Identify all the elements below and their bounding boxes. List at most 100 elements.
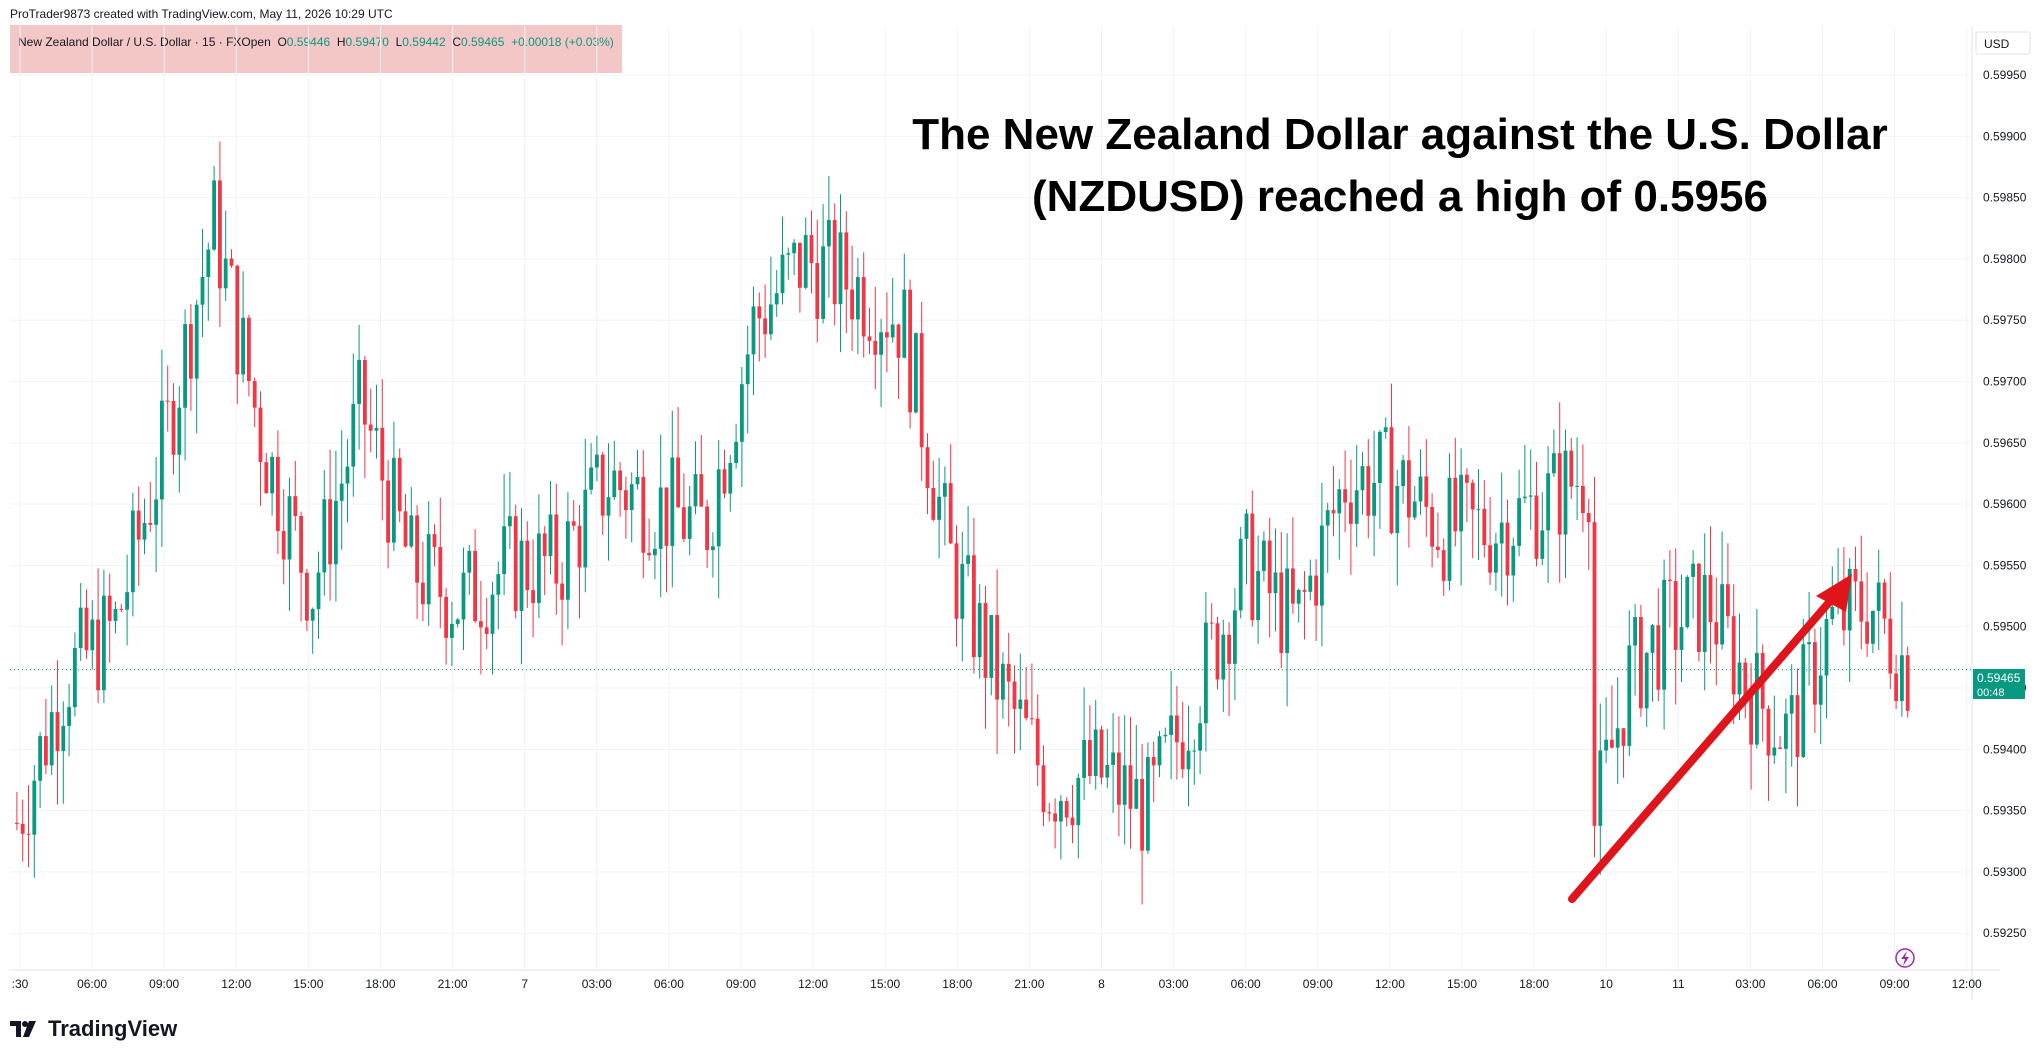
time-tick-label: 10: [1600, 977, 1614, 991]
candle-body: [1279, 572, 1284, 654]
candle-body: [189, 324, 193, 379]
time-tick-label: 12:00: [1375, 977, 1405, 991]
annotation-text: The New Zealand Dollar against the U.S. …: [900, 104, 1900, 228]
time-tick-label: 09:00: [149, 977, 179, 991]
candle-body: [769, 304, 773, 335]
candle-body: [1818, 675, 1823, 705]
candle-body: [751, 306, 756, 355]
candle-body: [1157, 736, 1162, 766]
candle-body: [583, 489, 588, 568]
price-tick-label: 0.59900: [1983, 129, 2027, 143]
candle-body: [1053, 813, 1057, 822]
candle-body: [687, 506, 692, 539]
candle-body: [44, 736, 48, 766]
candle-body: [647, 552, 651, 556]
candle-body: [1853, 568, 1858, 582]
candle-body: [1482, 508, 1487, 546]
close-key: C: [452, 35, 461, 49]
currency-badge[interactable]: [1975, 31, 2031, 55]
candle-body: [177, 407, 182, 455]
candle-body: [1424, 476, 1429, 507]
candle-body: [780, 254, 785, 294]
candle-body: [1221, 634, 1226, 680]
candle-body: [1650, 625, 1655, 653]
candle-body: [885, 332, 889, 338]
candle-body: [32, 780, 37, 835]
candle-body: [1847, 568, 1852, 631]
candle-body: [1552, 453, 1556, 474]
candle-body: [1871, 610, 1875, 644]
time-tick-label: 06:00: [77, 977, 107, 991]
time-tick-label: 7: [521, 977, 528, 991]
candle-body: [1447, 477, 1452, 581]
candle-body: [1267, 540, 1272, 594]
lightning-icon[interactable]: [1895, 948, 1915, 968]
candle-body: [896, 324, 901, 358]
candle-body: [821, 246, 825, 319]
tradingview-logo-icon: [10, 1021, 36, 1037]
time-tick-label: 18:00: [365, 977, 395, 991]
candle-body: [1418, 476, 1423, 502]
candle-body: [1395, 486, 1400, 534]
candle-body: [948, 483, 953, 544]
candle-body: [1372, 482, 1376, 516]
candle-body: [305, 572, 309, 621]
low-value: 0.59442: [402, 35, 446, 49]
candle-body: [496, 574, 501, 595]
candle-body: [1047, 812, 1052, 814]
symbol-label[interactable]: New Zealand Dollar / U.S. Dollar · 15 · …: [18, 35, 271, 49]
candle-body: [1581, 485, 1585, 514]
candle-body: [1685, 576, 1690, 628]
candle-body: [861, 277, 866, 337]
price-tick-label: 0.59550: [1983, 558, 2027, 572]
tradingview-brand[interactable]: TradingView: [10, 1016, 177, 1042]
candle-body: [1702, 574, 1707, 652]
candle-body: [774, 293, 779, 305]
candle-body: [229, 258, 234, 266]
candle-body: [1186, 750, 1191, 770]
candle-body: [421, 582, 425, 605]
candle-body: [90, 619, 95, 651]
candle-body: [1465, 474, 1469, 483]
candle-body: [1894, 673, 1898, 702]
candle-body: [653, 548, 657, 556]
candle-body: [1238, 538, 1243, 611]
time-tick-label: 09:00: [726, 977, 756, 991]
candle-body: [1633, 617, 1637, 646]
time-axis[interactable]: :30 06:00 09:00 12:00 15:00 18:00 21:00 7 03:00 0…: [12, 977, 1982, 991]
candle-body: [989, 615, 994, 678]
candle-body: [1720, 584, 1724, 645]
candle-body: [1111, 752, 1115, 765]
ohlc-legend: New Zealand Dollar / U.S. Dollar · 15 · …: [10, 25, 622, 73]
price-axis[interactable]: 0.59950 0.59900 0.59850 0.59800 0.59750 0.597…: [1983, 68, 2027, 940]
candle-body: [1436, 546, 1440, 551]
price-tick-label: 0.59850: [1983, 191, 2027, 205]
candle-body: [1789, 695, 1794, 714]
candle-body: [374, 427, 379, 431]
candle-body: [1499, 522, 1504, 544]
candle-body: [513, 516, 518, 612]
time-tick-label: 06:00: [1231, 977, 1261, 991]
price-tick-label: 0.59600: [1983, 497, 2027, 511]
candle-body: [322, 499, 327, 573]
candle-body: [1517, 498, 1521, 546]
price-chart[interactable]: 0.59950 0.59900 0.59850 0.59800 0.59750 0.597…: [0, 0, 2039, 1000]
candle-body: [554, 514, 559, 584]
candle-body: [1888, 618, 1893, 674]
candle-body: [606, 497, 611, 516]
candle-body: [1488, 545, 1492, 573]
candle-body: [334, 500, 338, 565]
time-tick-label: 09:00: [1303, 977, 1333, 991]
candle-body: [467, 550, 472, 573]
candle-body: [676, 457, 680, 508]
candle-body: [1117, 752, 1121, 805]
candle-body: [1459, 474, 1463, 532]
candle-body: [293, 496, 298, 516]
candle-body: [1064, 801, 1069, 818]
candle-body: [635, 476, 640, 485]
candle-body: [1256, 571, 1260, 621]
candle-body: [508, 516, 512, 527]
candle-body: [119, 609, 124, 611]
price-tick-label: 0.59700: [1983, 375, 2027, 389]
candle-body: [838, 232, 843, 305]
